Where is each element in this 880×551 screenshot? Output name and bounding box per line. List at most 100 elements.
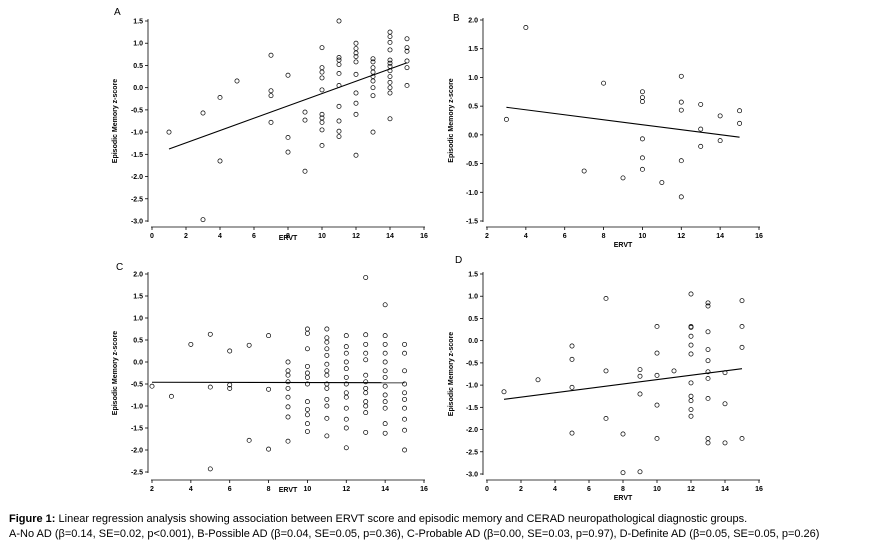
panel-b-data-point <box>678 194 684 200</box>
caption-line-1: Figure 1: Linear regression analysis sho… <box>9 512 875 527</box>
panel-d-data-point <box>688 407 694 413</box>
panel-a: A -3.0 -2.5 -2.0 -1.5 -1.0 -0.5 0.0 0.5 1.0 1.5 0 2 4… <box>112 7 428 242</box>
panel-d-data-point <box>569 430 575 436</box>
panel-d-data-point <box>620 470 626 476</box>
panel-b-y-tick-label: 1.0 <box>468 75 478 82</box>
panel-c-data-point <box>304 421 310 427</box>
panel-a-y-tick-label: -2.5 <box>131 196 143 203</box>
panel-c-data-point <box>343 374 349 380</box>
panel-d-data-point <box>654 323 660 329</box>
panel-a-data-point <box>268 93 274 99</box>
panel-a-data-point <box>370 56 376 62</box>
panel-d-data-point <box>603 368 609 374</box>
panel-a-data-point <box>319 87 325 93</box>
panel-c-data-point <box>382 392 388 398</box>
panel-d-x-tick-label: 8 <box>621 486 625 493</box>
panel-c-y-tick-label: 2.0 <box>133 272 143 279</box>
panel-c-data-point <box>363 390 369 396</box>
panel-a-data-point <box>404 58 410 64</box>
panel-a-data-point <box>387 39 393 45</box>
panel-d-data-point <box>654 402 660 408</box>
panel-c-data-point <box>402 405 408 411</box>
panel-a-data-point <box>319 65 325 71</box>
panel-a-data-point <box>200 217 206 223</box>
panel-a-data-point <box>387 57 393 63</box>
panel-d-data-point <box>688 351 694 357</box>
panel-a-data-point <box>353 152 359 158</box>
panel-b-x-tick-label: 6 <box>563 233 567 240</box>
panel-b-data-point <box>601 80 607 86</box>
panel-c-data-point <box>304 326 310 332</box>
panel-a-x-tick-label: 8 <box>286 233 290 240</box>
panel-b-data-point <box>698 126 704 132</box>
panel-d-y-tick-label: 1.5 <box>468 272 478 279</box>
panel-d-data-point <box>705 435 711 441</box>
panel-a-data-point <box>370 69 376 75</box>
panel-c-data-point <box>363 350 369 356</box>
panel-c-data-point <box>343 445 349 451</box>
panel-d-x-tick-label: 6 <box>587 486 591 493</box>
panel-d-data-point <box>705 369 711 375</box>
panel-a-x-tick-label: 6 <box>252 233 256 240</box>
panel-b-x-tick-label: 16 <box>755 233 763 240</box>
panel-a-data-point <box>285 149 291 155</box>
panel-a-data-point <box>387 34 393 40</box>
panel-d-y-tick-label: -1.5 <box>466 405 478 412</box>
panel-b-data-point <box>639 136 645 142</box>
panel-a-data-point <box>387 63 393 69</box>
panel-c-x-tick-label: 12 <box>342 486 350 493</box>
panel-c-data-point <box>304 399 310 405</box>
panel-b-y-tick-label: 2.0 <box>468 18 478 25</box>
panel-c-data-point <box>304 330 310 336</box>
panel-d-y-tick-label: -1.0 <box>466 383 478 390</box>
panel-c-data-point <box>285 404 291 410</box>
panel-c-data-point <box>382 421 388 427</box>
caption-title: Figure 1: <box>9 513 56 525</box>
panel-c-data-point <box>363 399 369 405</box>
panel-b-y-tick-label: -1.5 <box>466 219 478 226</box>
panel-c-data-point <box>324 326 330 332</box>
panel-b-data-point <box>678 107 684 113</box>
panel-c-data-point <box>402 416 408 422</box>
panel-a-data-point <box>370 78 376 84</box>
panel-a-regression-line <box>168 62 408 150</box>
panel-a-data-point <box>268 52 274 58</box>
panel-d-data-point <box>654 435 660 441</box>
panel-d-y-tick-label: 0.0 <box>468 338 478 345</box>
panel-a-y-tick-label: -1.5 <box>131 152 143 159</box>
panel-a-data-point <box>387 79 393 85</box>
panel-c-data-point <box>402 381 408 387</box>
panel-b-x-tick-label: 4 <box>524 233 528 240</box>
panel-b-x-tick-label: 2 <box>485 233 489 240</box>
panel-c-data-point <box>266 446 272 452</box>
panel-c-data-point <box>246 437 252 443</box>
panel-c-data-point <box>382 333 388 339</box>
panel-d-data-point <box>722 440 728 446</box>
panel-b-x-tick-label: 8 <box>602 233 606 240</box>
panel-c-data-point <box>227 348 233 354</box>
panel-a-data-point <box>370 85 376 91</box>
panel-b-data-point <box>678 73 684 79</box>
panel-a-data-point <box>319 127 325 133</box>
panel-d-data-point <box>688 342 694 348</box>
panel-a-data-point <box>387 47 393 53</box>
panel-c-data-point <box>304 381 310 387</box>
panel-d-y-tick-label: 1.0 <box>468 294 478 301</box>
panel-c-data-point <box>363 275 369 280</box>
panel-d-x-tick-label: 16 <box>755 486 763 493</box>
panel-c-y-tick-label: -1.0 <box>131 404 143 411</box>
panel-a-x-tick-label: 16 <box>420 233 428 240</box>
panel-c-x-axis-label: ERVT <box>279 487 298 494</box>
panel-c-data-point <box>343 416 349 422</box>
panel-c-data-point <box>285 438 291 444</box>
panel-a-data-point <box>302 168 308 174</box>
panel-d-x-tick-label: 12 <box>687 486 695 493</box>
panel-a-data-point <box>387 60 393 66</box>
panel-a-letter: A <box>114 7 121 18</box>
panel-c-data-point <box>363 429 369 435</box>
panel-d-data-point <box>637 391 643 397</box>
panel-d-data-point <box>620 431 626 437</box>
panel-b-data-point <box>717 138 723 144</box>
panel-b-y-tick-label: -1.0 <box>466 190 478 197</box>
panel-a-data-point <box>370 59 376 65</box>
